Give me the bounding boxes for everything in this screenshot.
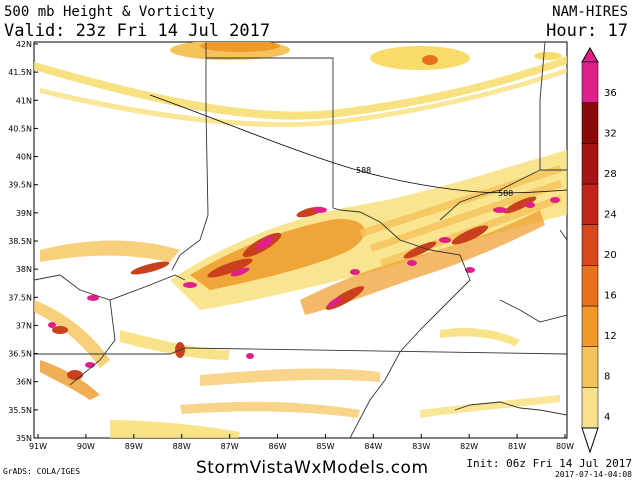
- colorbar-swatch: [581, 305, 599, 347]
- colorbar-swatch: [581, 387, 599, 429]
- product-title: 500 mb Height & Vorticity: [4, 4, 215, 20]
- colorbar-label: 12: [604, 331, 617, 342]
- colorbar-label: 20: [604, 250, 617, 261]
- colorbar-label: 16: [604, 291, 617, 302]
- grads-credit: GrADS: COLA/IGES: [3, 467, 81, 476]
- colorbar-swatch: [581, 102, 599, 144]
- colorbar-swatch: [581, 143, 599, 185]
- lat-label: 42N: [16, 40, 32, 49]
- colorbar-label: 32: [604, 129, 617, 140]
- lat-label: 37N: [16, 321, 32, 330]
- forecast-hour: Hour: 17: [546, 21, 628, 41]
- colorbar-swatch: [581, 346, 599, 388]
- lat-label: 40N: [16, 153, 32, 162]
- colorbar-label: 28: [604, 169, 617, 180]
- lat-label: 36.5N: [8, 350, 32, 359]
- lon-label: 89W: [125, 442, 143, 451]
- lat-label: 40.5N: [8, 124, 32, 133]
- lon-label: 83W: [412, 442, 430, 451]
- lat-label: 41N: [16, 96, 32, 105]
- lon-label: 86W: [268, 442, 286, 451]
- colorbar-label: 8: [604, 372, 610, 383]
- colorbar-label: 36: [604, 88, 617, 99]
- colorbar-swatch: [581, 61, 599, 103]
- lon-label: 85W: [316, 442, 334, 451]
- colorbar-label: 4: [604, 412, 610, 423]
- lon-label: 88W: [173, 442, 191, 451]
- contour-label-2: 588: [498, 189, 513, 198]
- lat-label: 39.5N: [8, 181, 32, 190]
- lat-label: 35N: [16, 434, 32, 443]
- lat-label: 38.5N: [8, 237, 32, 246]
- valid-time: Valid: 23z Fri 14 Jul 2017: [4, 21, 271, 41]
- colorbar-swatch: [581, 265, 599, 307]
- lat-label: 39N: [16, 209, 32, 218]
- lat-label: 35.5N: [8, 406, 32, 415]
- colorbar-swatch: [581, 224, 599, 266]
- lon-label: 81W: [508, 442, 526, 451]
- colorbar-min-arrow: [581, 427, 599, 454]
- colorbar-max-arrow: [581, 46, 599, 63]
- lon-label: 91W: [29, 442, 47, 451]
- lon-label: 90W: [77, 442, 95, 451]
- lon-label: 82W: [460, 442, 478, 451]
- lon-label: 80W: [556, 442, 574, 451]
- lon-label: 87W: [221, 442, 239, 451]
- lat-label: 37.5N: [8, 293, 32, 302]
- colorbar-label: 24: [604, 210, 617, 221]
- lat-label: 36N: [16, 378, 32, 387]
- init-time: Init: 06z Fri 14 Jul 2017: [466, 457, 632, 470]
- contour-label-1: 588: [356, 166, 371, 175]
- lat-axis: 42N 41.5N 41N 40.5N 40N 39.5N 39N 38.5N 38N 37.5N…: [8, 40, 38, 443]
- lon-label: 84W: [364, 442, 382, 451]
- colorbar: 4 8 12 16 20 24 28 32 36: [581, 46, 617, 454]
- lat-label: 41.5N: [8, 68, 32, 77]
- height-contour-588: [149, 94, 567, 194]
- generated-stamp: 2017-07-14-04:08: [554, 470, 632, 479]
- colorbar-swatch: [581, 183, 599, 225]
- model-name: NAM-HIRES: [552, 4, 628, 20]
- lon-axis: 91W 90W 89W 88W 87W 86W 85W 84W 83W 82W 81W 80W: [29, 434, 574, 451]
- vorticity-field: [34, 42, 567, 438]
- site-name: StormVistaWxModels.com: [196, 458, 429, 478]
- lat-label: 38N: [16, 265, 32, 274]
